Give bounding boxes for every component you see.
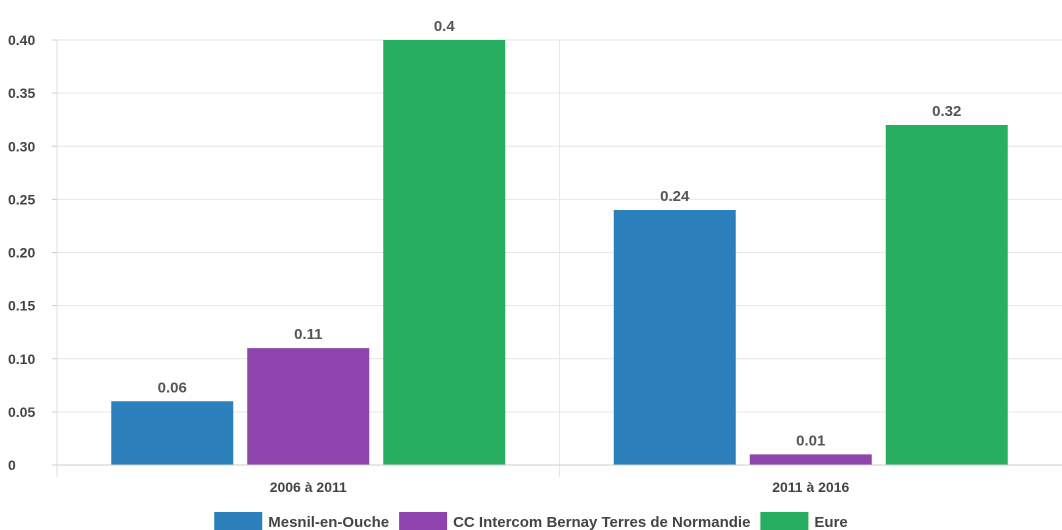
y-tick-label: 0.10 [8, 351, 35, 367]
legend-label: Eure [814, 514, 847, 530]
bar-2-0 [383, 40, 505, 465]
y-tick-label: 0.15 [8, 298, 35, 314]
data-label: 0.01 [796, 432, 825, 449]
legend-item[interactable]: CC Intercom Bernay Terres de Normandie [399, 512, 750, 530]
legend-label: CC Intercom Bernay Terres de Normandie [453, 514, 750, 530]
y-tick-label: 0.25 [8, 191, 35, 207]
legend[interactable]: Mesnil-en-Ouche CC Intercom Bernay Terres… [214, 512, 848, 530]
data-label: 0.06 [158, 379, 187, 396]
bar-0-1 [614, 210, 736, 465]
y-tick-label: 0 [8, 457, 16, 473]
legend-swatch [214, 512, 262, 530]
legend-label: Mesnil-en-Ouche [268, 514, 389, 530]
y-tick-label: 0.05 [8, 404, 35, 420]
y-tick-label: 0.35 [8, 85, 35, 101]
legend-swatch [399, 512, 447, 530]
x-category-label: 2006 à 2011 [270, 479, 347, 495]
y-tick-label: 0.20 [8, 245, 35, 261]
bar-0-0 [111, 401, 233, 465]
x-category-label: 2011 à 2016 [772, 479, 849, 495]
bar-1-1 [750, 454, 872, 465]
data-label: 0.24 [660, 188, 690, 205]
y-tick-label: 0.40 [8, 32, 35, 48]
data-label: 0.11 [294, 326, 322, 343]
y-tick-label: 0.30 [8, 138, 35, 154]
data-label: 0.32 [932, 103, 961, 120]
data-label: 0.4 [434, 18, 456, 35]
bar-1-0 [247, 348, 369, 465]
legend-item[interactable]: Eure [760, 512, 847, 530]
legend-item[interactable]: Mesnil-en-Ouche [214, 512, 389, 530]
bar-2-1 [886, 125, 1008, 465]
legend-swatch [760, 512, 808, 530]
